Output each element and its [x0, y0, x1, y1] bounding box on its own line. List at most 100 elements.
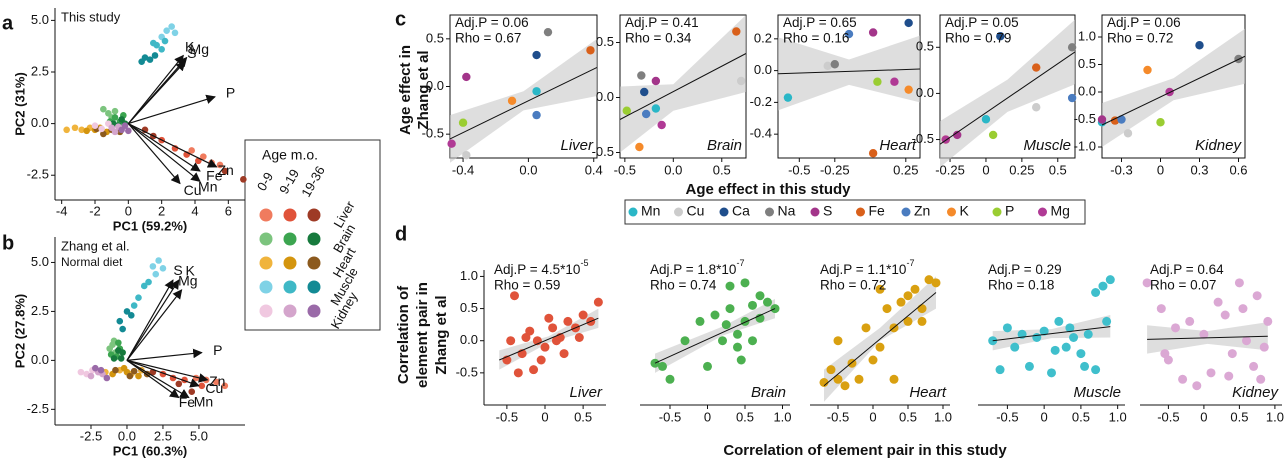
confidence-band: [940, 19, 1075, 168]
point: [830, 60, 839, 69]
point: [529, 365, 539, 375]
point: [1123, 129, 1133, 138]
legend-swatch: [307, 256, 321, 270]
legend-swatch: [765, 207, 774, 217]
annotation: Rho = 0.72: [1107, 31, 1173, 46]
point: [71, 124, 79, 132]
point: [732, 27, 741, 36]
point: [651, 104, 661, 113]
legend-label: Mg: [1051, 203, 1070, 219]
confidence-band: [1102, 28, 1245, 147]
point: [651, 76, 661, 86]
point: [532, 87, 541, 96]
annotation: Rho = 0.67: [455, 31, 521, 46]
point: [91, 122, 99, 129]
point: [854, 374, 864, 384]
y-tick-label: 0.5: [460, 300, 478, 315]
point: [840, 381, 850, 391]
point: [130, 367, 138, 375]
point: [540, 342, 550, 352]
point: [1098, 281, 1108, 291]
fit-line: [619, 53, 747, 120]
point: [578, 310, 588, 320]
point: [996, 32, 1005, 41]
vector-label: K: [185, 38, 195, 54]
x-tick-label: -0.25: [820, 162, 850, 177]
point: [135, 372, 142, 380]
point: [198, 382, 206, 390]
point: [725, 304, 735, 314]
legend-swatch: [307, 280, 321, 294]
point: [1067, 43, 1077, 52]
point: [748, 300, 757, 310]
y-axis-label: PC2 (27.8%): [12, 294, 27, 368]
x-tick-label: -0.5: [827, 409, 849, 424]
point: [995, 365, 1005, 375]
point: [159, 265, 167, 272]
point: [1213, 297, 1223, 307]
chart-title: Kidney: [1195, 137, 1242, 154]
point: [140, 282, 148, 290]
x-tick-label: -0.25: [935, 162, 965, 177]
point: [740, 278, 750, 288]
y-tick-label: 0.0: [31, 115, 49, 130]
point: [904, 85, 913, 94]
confidence-band: [778, 35, 920, 111]
y-tick-label: 0.2: [754, 30, 772, 45]
point: [718, 336, 727, 346]
x-tick-label: 0.5: [713, 162, 731, 177]
annotation: Rho = 0.79: [945, 31, 1011, 46]
point: [506, 336, 516, 346]
legend-swatch: [259, 304, 273, 318]
legend-label: Zn: [914, 203, 930, 219]
point: [221, 167, 229, 175]
fit-line: [449, 66, 598, 140]
point: [873, 77, 882, 86]
point: [1156, 304, 1166, 314]
y-tick-label: -0.5: [456, 364, 478, 379]
point: [458, 118, 468, 127]
y-tick-label: 0.5: [596, 34, 614, 49]
panel-label: c: [395, 8, 406, 30]
x-tick-label: 0.6: [1229, 162, 1247, 177]
x-tick-label: 0.4: [585, 162, 603, 177]
point: [875, 284, 885, 294]
loading-vector: [126, 348, 203, 361]
point: [1142, 278, 1152, 288]
vector-label: S: [173, 262, 182, 278]
y-axis-label: Zhang et al: [433, 295, 450, 374]
legend-label: Na: [778, 203, 796, 219]
chart-title: Brain: [707, 137, 742, 154]
legend-age: 19-36: [298, 163, 328, 199]
point: [92, 364, 99, 372]
point: [1069, 333, 1079, 342]
legend-label: Mn: [641, 203, 660, 219]
legend-swatch: [307, 208, 321, 222]
legend-age: 0-9: [254, 170, 276, 194]
point: [861, 323, 871, 333]
annotation-line: Adj.P = 0.65: [783, 15, 857, 30]
legend-label: K: [960, 203, 970, 219]
point: [563, 316, 573, 326]
legend-label: Ca: [732, 203, 750, 219]
point: [111, 114, 119, 121]
panel-label: b: [2, 232, 14, 254]
x-tick-label: 0.25: [1009, 162, 1034, 177]
vector-label: Fe: [179, 394, 196, 410]
loading-vector: [128, 123, 201, 172]
x-axis-label: PC1 (59.2%): [113, 218, 187, 233]
y-tick-label: 0.5: [916, 39, 934, 54]
point: [97, 366, 105, 374]
x-tick-label: 0.5: [736, 409, 754, 424]
x-tick-label: 2.5: [154, 428, 172, 443]
point: [703, 361, 712, 371]
point: [63, 126, 70, 134]
point: [115, 339, 122, 347]
x-tick-label: 0.0: [664, 162, 682, 177]
fit-line: [939, 51, 1076, 145]
point: [725, 281, 735, 291]
annotation-superscript: -7: [906, 258, 914, 268]
annotation: Adj.P = 0.64: [1150, 262, 1224, 277]
point: [574, 333, 584, 342]
age-legend-box: [244, 139, 381, 331]
